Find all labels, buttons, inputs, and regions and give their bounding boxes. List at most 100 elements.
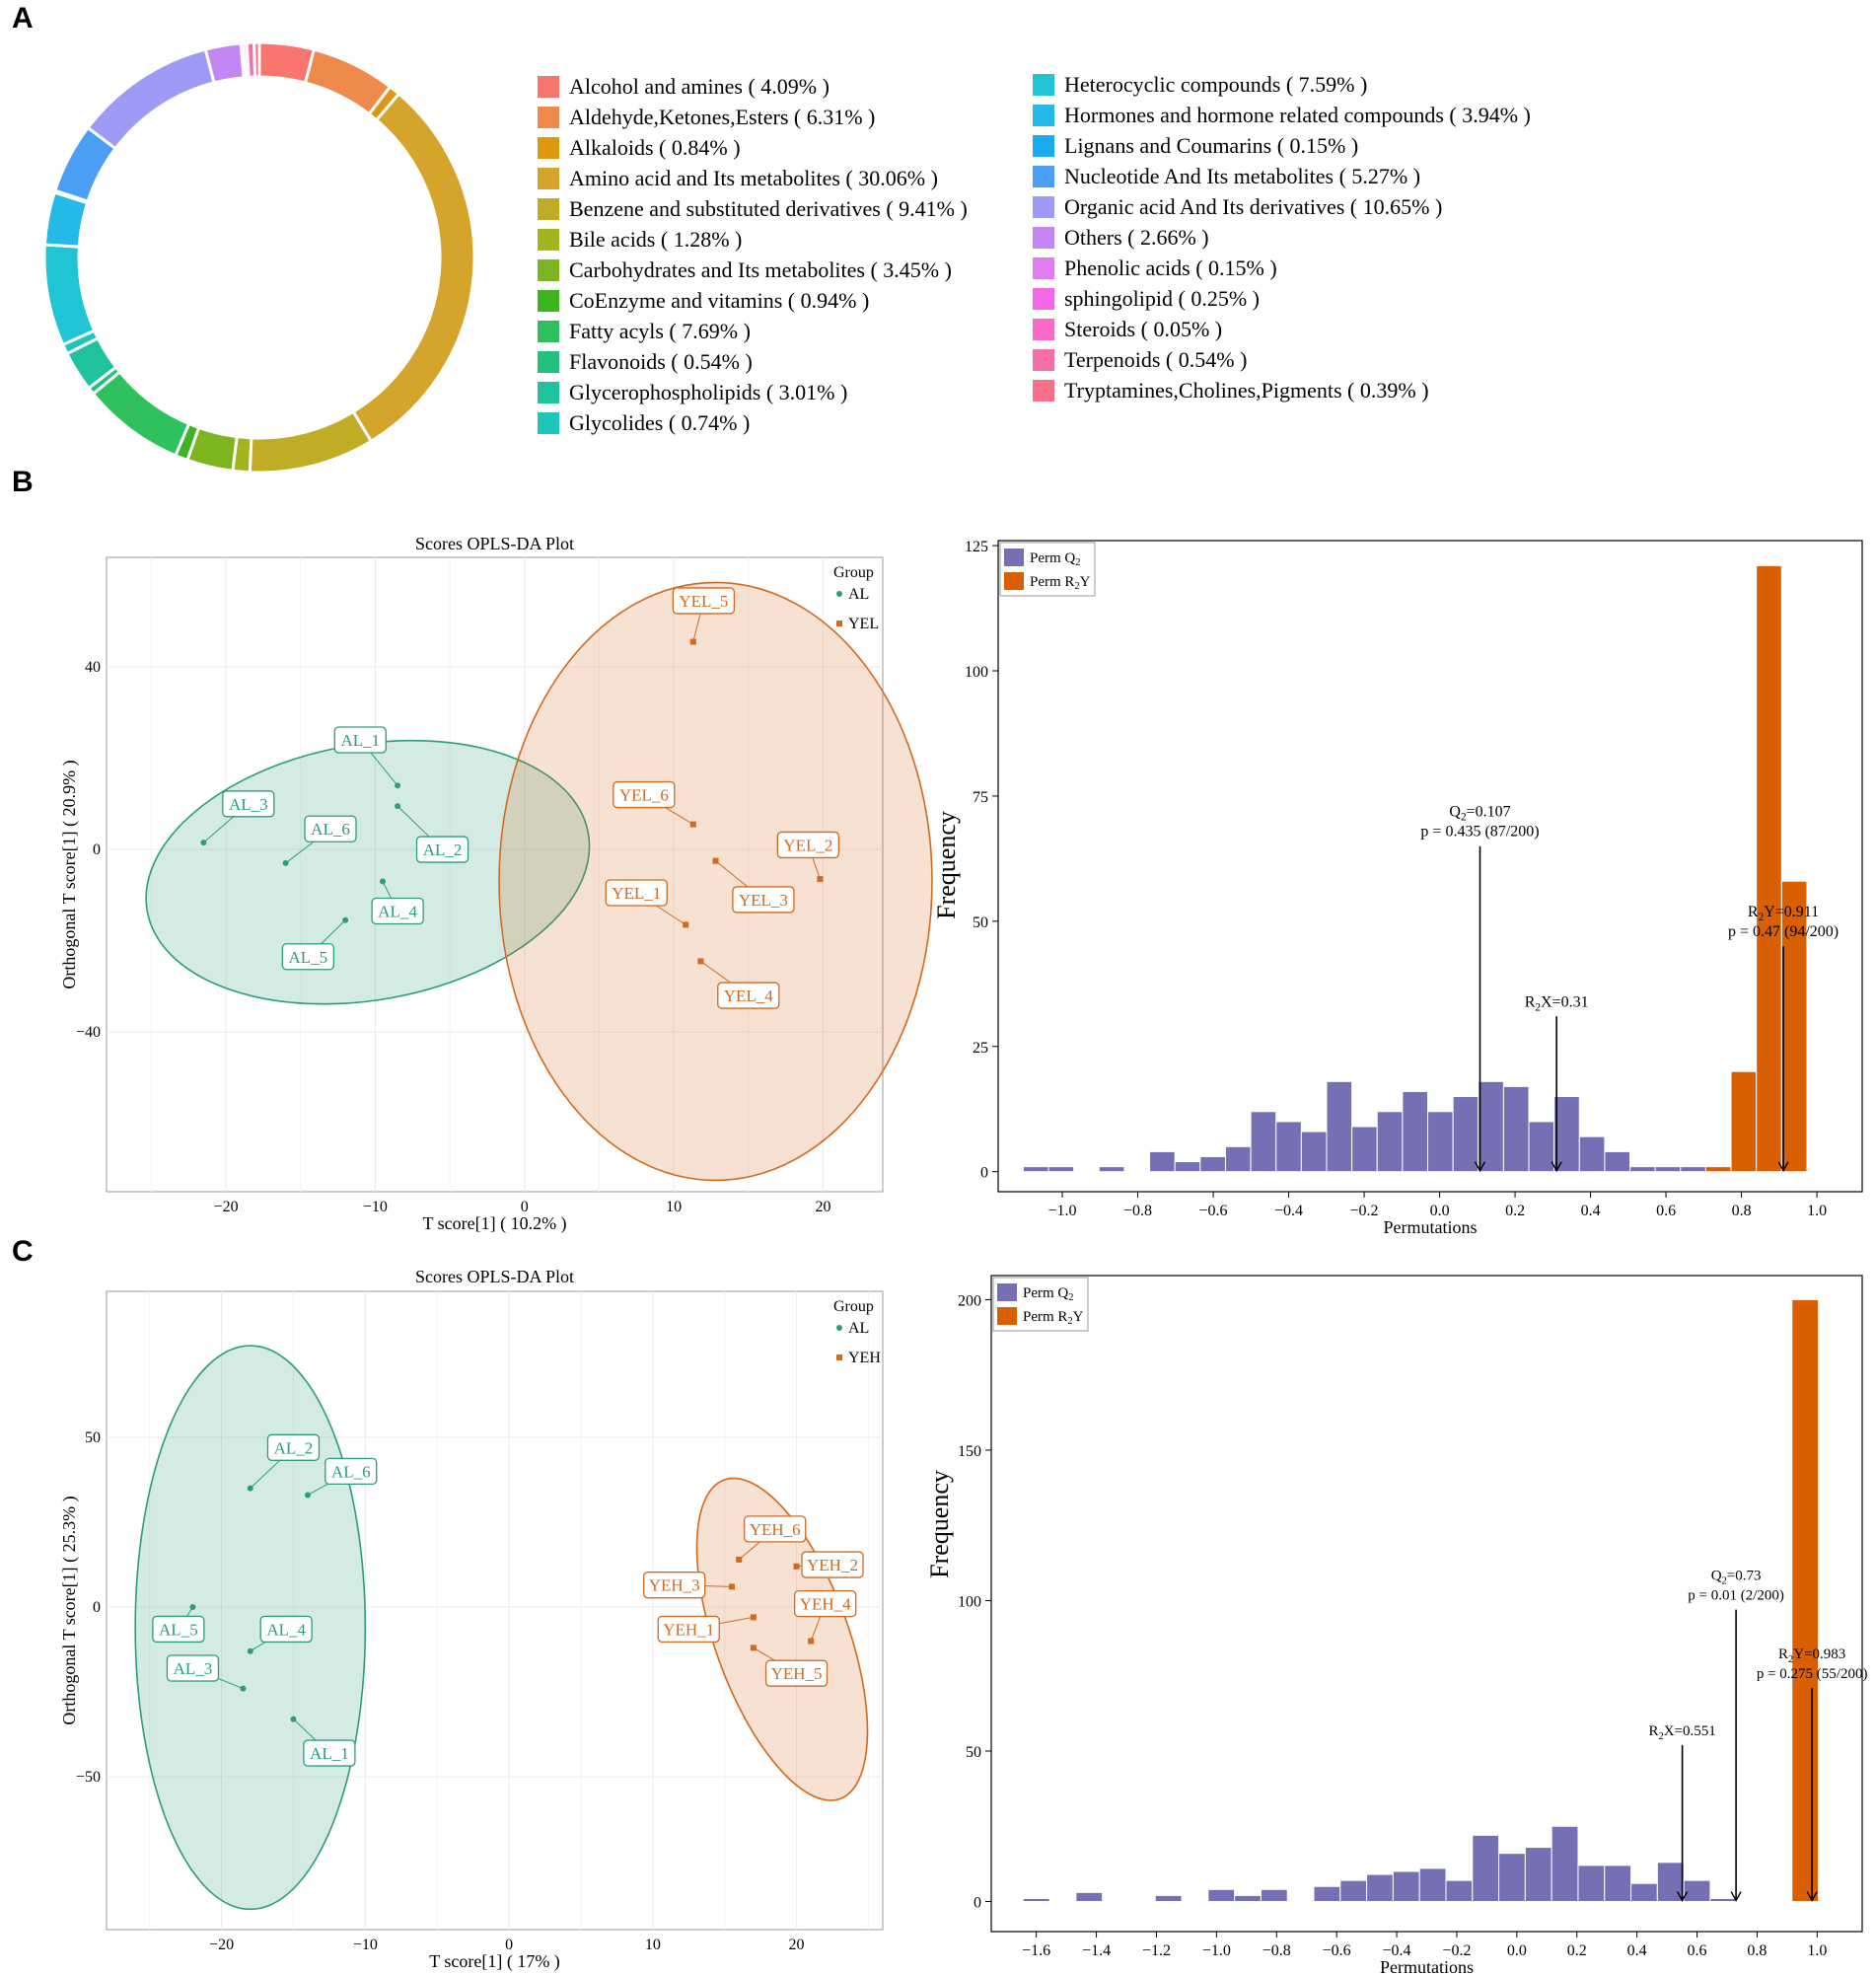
histogram-bar <box>1351 1126 1378 1173</box>
histogram-bar <box>1339 1879 1368 1902</box>
annotation-pvalue: p = 0.47 (94/200) <box>1728 923 1839 940</box>
x-tick-label: 0.0 <box>1430 1203 1450 1219</box>
legend-swatch-11 <box>538 412 559 434</box>
legend-swatch-8 <box>538 321 559 342</box>
legend-swatch-10 <box>538 382 559 403</box>
point-label-box <box>717 982 780 1009</box>
histogram-bar <box>1528 1121 1555 1173</box>
confidence-ellipse-AL <box>134 1345 367 1911</box>
y-axis-label: Orthogonal T score[1] ( 20.9% ) <box>59 760 80 988</box>
y-tick-label: −40 <box>76 1024 101 1041</box>
legend-swatch-12 <box>1033 74 1054 96</box>
y-tick-label: 0 <box>93 1599 101 1616</box>
x-tick-label: 0.2 <box>1505 1203 1525 1219</box>
legend-swatch-3 <box>538 168 559 189</box>
point-label-box <box>222 790 275 818</box>
legend-label-3: Amino acid and Its metabolites ( 30.06% … <box>569 166 938 190</box>
point-label-box <box>266 1433 321 1461</box>
point-label-box <box>259 1615 313 1644</box>
histogram-bar <box>1098 1166 1125 1173</box>
x-axis-label: Permutations <box>1384 1217 1478 1237</box>
x-axis-label: T score[1] ( 10.2% ) <box>422 1213 566 1234</box>
histogram-bar <box>1472 1834 1500 1902</box>
x-tick-label: 0.8 <box>1747 1942 1767 1959</box>
y-tick-label: 50 <box>973 914 988 931</box>
legend-swatch-4 <box>538 198 559 220</box>
legend-label-19: sphingolipid ( 0.25% ) <box>1064 286 1260 311</box>
legend-marker <box>836 591 842 597</box>
x-tick-label: 0.8 <box>1732 1203 1752 1219</box>
scores-plot-b: Scores OPLS-DA Plot −20 −10 0 10 20 −40 0 40 AL_1… <box>59 534 933 1234</box>
point-label: AL_1 <box>310 1744 349 1763</box>
legend-label-16: Organic acid And Its derivatives ( 10.65… <box>1064 194 1442 219</box>
point-label-box <box>794 1589 857 1618</box>
y-tick-label: 50 <box>85 1429 101 1446</box>
point-label-box <box>415 836 469 863</box>
point-label: AL_4 <box>378 903 417 921</box>
data-point <box>247 1647 253 1654</box>
histogram-bar <box>1604 1150 1631 1173</box>
point-label: YEH_6 <box>750 1520 801 1539</box>
legend-swatch-9 <box>538 351 559 373</box>
data-point <box>305 1492 312 1499</box>
data-point <box>290 1716 297 1722</box>
legend-swatch-18 <box>1033 257 1054 279</box>
histogram-bar <box>1553 1096 1580 1173</box>
legend-swatch-21 <box>1033 349 1054 371</box>
x-tick-label: 0.0 <box>1507 1942 1527 1959</box>
x-tick-label: −10 <box>363 1199 388 1215</box>
annotation-pvalue: p = 0.275 (55/200) <box>1757 1666 1868 1682</box>
legend-label: Perm Q2 <box>1023 1285 1074 1303</box>
donut-legend: Alcohol and amines ( 4.09% ) Aldehyde,Ket… <box>538 72 1531 435</box>
legend-label-22: Tryptamines,Cholines,Pigments ( 0.39% ) <box>1064 378 1429 402</box>
x-tick-label: −0.2 <box>1442 1942 1471 1959</box>
histogram-bar <box>1199 1155 1226 1173</box>
point-label-box <box>333 726 387 754</box>
y-tick-label: 40 <box>85 659 101 676</box>
point-label: YEL_4 <box>724 987 774 1005</box>
annotation-label: R2Y=0.911 <box>1748 904 1819 923</box>
donut-slice-22 <box>253 40 261 79</box>
histogram-bar <box>1680 1166 1706 1173</box>
legend-label-12: Heterocyclic compounds ( 7.59% ) <box>1064 72 1367 97</box>
legend-swatch-19 <box>1033 288 1054 310</box>
legend-label-7: CoEnzyme and vitamins ( 0.94% ) <box>569 288 869 313</box>
x-tick-label: 0.4 <box>1581 1203 1601 1219</box>
histogram-bar <box>1577 1865 1606 1902</box>
y-axis-label: Frequency <box>925 1470 954 1578</box>
y-tick-label: 100 <box>958 1593 981 1610</box>
y-tick-label: 50 <box>966 1744 981 1761</box>
plot-title: Scores OPLS-DA Plot <box>415 534 574 553</box>
permutation-plot-b: −1.0 −0.8 −0.6 −0.4 −0.2 0.0 0.2 0.4 0.6 0.8 1.0 0 2… <box>932 539 1863 1237</box>
point-label: YEH_4 <box>800 1595 851 1614</box>
legend-marker <box>836 1354 842 1360</box>
plot-frame <box>997 540 1863 1193</box>
annotation-label: R2X=0.551 <box>1648 1723 1715 1742</box>
legend-swatch-5 <box>538 229 559 251</box>
legend-label-4: Benzene and substituted derivatives ( 9.… <box>569 196 968 221</box>
point-label-box <box>605 879 668 907</box>
legend-label: Perm R2Y <box>1030 574 1091 592</box>
histogram-bar <box>1452 1096 1479 1173</box>
x-tick-label: −10 <box>353 1937 378 1953</box>
legend-label-20: Steroids ( 0.05% ) <box>1064 317 1222 341</box>
legend-label-0: Alcohol and amines ( 4.09% ) <box>569 74 830 99</box>
x-axis-label: T score[1] ( 17% ) <box>429 1951 560 1972</box>
data-point <box>736 1556 743 1563</box>
histogram-bar <box>1780 880 1808 1173</box>
data-point <box>200 840 207 846</box>
histogram-bar <box>1402 1090 1429 1173</box>
x-tick-label: −20 <box>209 1937 234 1953</box>
plot-frame <box>990 1275 1863 1933</box>
legend-label: YEH <box>848 1350 881 1366</box>
x-axis-label: Permutations <box>1380 1957 1474 1975</box>
legend-label-17: Others ( 2.66% ) <box>1064 225 1209 250</box>
data-point <box>342 916 349 923</box>
y-tick-label: 200 <box>958 1292 981 1309</box>
legend-swatch-14 <box>1033 135 1054 157</box>
data-point <box>395 803 401 810</box>
legend-label-15: Nucleotide And Its metabolites ( 5.27% ) <box>1064 164 1420 188</box>
point-label: AL_4 <box>266 1620 306 1639</box>
scores-plot-c: Scores OPLS-DA Plot −20 −10 0 10 20 −50 0 50 AL_1… <box>59 1267 884 1972</box>
legend-title: Group <box>833 1298 874 1315</box>
